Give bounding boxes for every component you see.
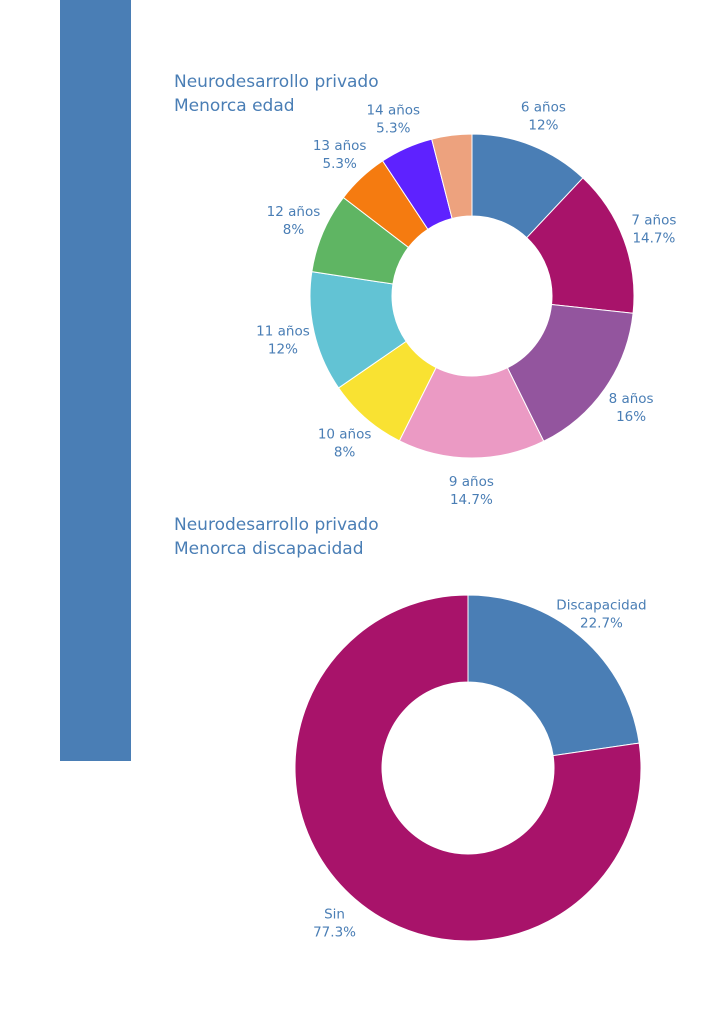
slice-percent-label: 8% [283, 222, 305, 238]
slice-label: 11 años [256, 324, 310, 340]
slice-percent-label: 14.7% [632, 231, 675, 247]
slice-percent-label: 5.3% [376, 121, 410, 137]
pie-slice [467, 594, 640, 757]
slice-label: 10 años [318, 426, 372, 442]
chart-title-edad: Neurodesarrollo privado Menorca edad [174, 70, 379, 118]
slice-percent-label: 8% [334, 444, 356, 460]
title-line-1: Neurodesarrollo privado [174, 72, 379, 92]
decorative-sidebar-bar [60, 0, 131, 761]
pie-slice [526, 177, 635, 314]
pie-slice [431, 133, 473, 220]
slice-label: 7 años [631, 213, 676, 229]
title-line-2: Menorca edad [174, 96, 295, 116]
slice-percent-label: 14.7% [450, 492, 493, 508]
pie-slice [506, 303, 634, 442]
slice-label: 9 años [449, 474, 494, 490]
slice-label: Discapacidad [556, 598, 646, 614]
chart-title-discapacidad: Neurodesarrollo privado Menorca discapac… [174, 513, 379, 561]
slice-label: 8 años [609, 391, 654, 407]
slice-percent-label: 5.3% [322, 156, 356, 172]
slice-percent-label: 12% [528, 118, 558, 134]
slice-label: 12 años [267, 204, 321, 220]
slice-label: 14 años [366, 103, 420, 119]
slice-percent-label: 77.3% [313, 924, 356, 940]
slice-percent-label: 12% [268, 342, 298, 358]
title-line-2: Menorca discapacidad [174, 539, 364, 559]
title-line-1: Neurodesarrollo privado [174, 515, 379, 535]
pie-slice [294, 594, 642, 942]
slice-percent-label: 16% [616, 409, 646, 425]
slice-label: 13 años [313, 138, 367, 154]
slice-percent-label: 22.7% [580, 616, 623, 632]
pie-slice [398, 366, 545, 459]
slice-label: 6 años [521, 100, 566, 116]
slice-label: Sin [324, 906, 345, 922]
